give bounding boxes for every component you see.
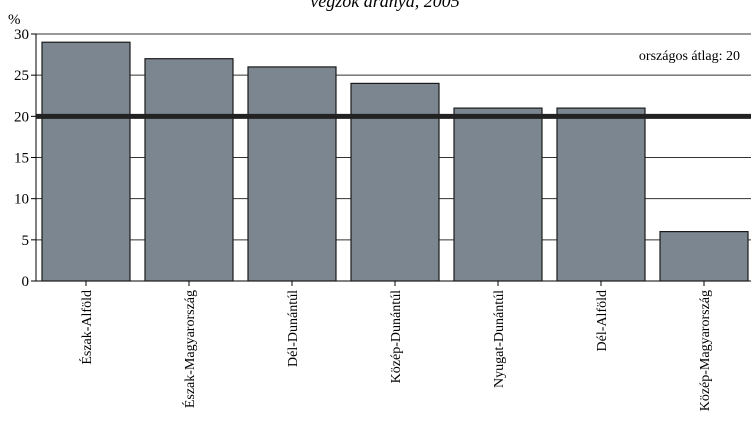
x-tick-label: Észak-Magyarország [181,290,198,408]
x-tick-label: Dél-Alföld [595,290,610,351]
x-tick-label: Észak-Alföld [78,290,95,365]
x-tick-label: Nyugat-Dunántúl [492,290,507,388]
bar [453,107,543,282]
bar [41,41,131,282]
bar [144,58,234,282]
bar [350,82,440,282]
y-tick-label: 30 [14,27,29,43]
y-axis-label: % [8,12,21,28]
average-annotation: országos átlag: 20 [639,49,740,64]
y-tick-label: 10 [14,192,29,208]
y-tick-label: 25 [14,68,29,84]
chart-title: végzők aránya, 2005 [310,0,459,11]
bars [41,41,749,282]
y-axis-ticks: 0 5 10 15 20 25 30 [14,27,36,290]
x-tick-label: Közép-Dunántúl [389,290,404,383]
bar [247,66,337,282]
bar [659,231,749,282]
x-axis-labels: Észak-Alföld Észak-Magyarország Dél-Dunánt… [78,281,713,411]
y-tick-label: 15 [14,151,29,167]
y-tick-label: 0 [22,274,30,290]
y-tick-label: 5 [22,233,30,249]
x-tick-label: Közép-Magyarország [698,290,713,411]
bar [556,107,646,282]
x-tick-label: Dél-Dunántúl [286,290,301,367]
y-tick-label: 20 [14,109,29,125]
